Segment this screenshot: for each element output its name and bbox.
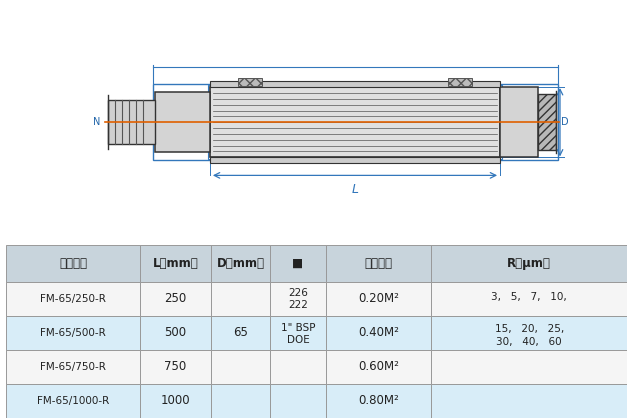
Text: FM-65/250-R: FM-65/250-R <box>40 294 106 304</box>
Text: L（mm）: L（mm） <box>152 257 198 270</box>
Bar <box>6 245 140 282</box>
Text: 规格型号: 规格型号 <box>59 257 87 270</box>
Bar <box>500 87 538 157</box>
Bar <box>211 282 270 316</box>
Bar <box>431 245 627 282</box>
Text: N: N <box>93 117 100 127</box>
Bar <box>538 94 556 150</box>
Text: 222: 222 <box>288 300 308 310</box>
Bar <box>326 282 431 316</box>
Bar <box>270 316 326 350</box>
Bar <box>270 245 326 282</box>
Text: 65: 65 <box>233 326 248 339</box>
Bar <box>431 350 627 384</box>
Text: 750: 750 <box>164 360 187 373</box>
Bar <box>211 384 270 418</box>
Text: 30,   40,   60: 30, 40, 60 <box>497 337 562 347</box>
Text: 15,   20,   25,: 15, 20, 25, <box>495 324 564 334</box>
Bar <box>140 316 211 350</box>
Text: FM-65/1000-R: FM-65/1000-R <box>37 396 109 406</box>
Text: R（μm）: R（μm） <box>507 257 551 270</box>
Bar <box>140 350 211 384</box>
Text: 0.40M²: 0.40M² <box>358 326 399 339</box>
Bar <box>153 84 558 161</box>
Text: 250: 250 <box>164 292 187 305</box>
Bar <box>270 282 326 316</box>
Bar <box>140 245 211 282</box>
Bar <box>431 282 627 316</box>
Bar <box>108 100 155 144</box>
Bar <box>211 316 270 350</box>
Text: 1000: 1000 <box>161 395 190 408</box>
Bar <box>211 350 270 384</box>
Text: 过滤面积: 过滤面积 <box>365 257 393 270</box>
Bar <box>6 384 140 418</box>
Bar <box>326 350 431 384</box>
Text: D: D <box>561 117 569 127</box>
Bar <box>140 384 211 418</box>
Text: 0.80M²: 0.80M² <box>359 395 399 408</box>
Bar <box>155 92 210 152</box>
Text: 0.60M²: 0.60M² <box>358 360 399 373</box>
Bar <box>270 384 326 418</box>
Bar <box>210 87 500 157</box>
Bar <box>208 85 502 159</box>
Bar <box>326 245 431 282</box>
Text: 226: 226 <box>288 288 308 298</box>
Bar <box>6 350 140 384</box>
Bar <box>6 282 140 316</box>
Text: 1" BSP: 1" BSP <box>281 323 315 333</box>
Text: 500: 500 <box>164 326 186 339</box>
Text: D（mm）: D（mm） <box>216 257 265 270</box>
Text: L: L <box>352 184 359 196</box>
Text: DOE: DOE <box>287 335 309 345</box>
Bar <box>6 316 140 350</box>
Text: 3,   5,   7,   10,: 3, 5, 7, 10, <box>492 292 567 302</box>
Text: 0.20M²: 0.20M² <box>358 292 399 305</box>
Text: ■: ■ <box>292 257 303 270</box>
Bar <box>211 245 270 282</box>
Bar <box>431 316 627 350</box>
Bar <box>431 384 627 418</box>
Bar <box>210 81 500 87</box>
Bar <box>238 78 262 86</box>
Bar <box>140 282 211 316</box>
Bar <box>326 384 431 418</box>
Bar <box>270 350 326 384</box>
Text: FM-65/750-R: FM-65/750-R <box>40 362 106 372</box>
Bar <box>210 157 500 163</box>
Bar <box>326 316 431 350</box>
Text: FM-65/500-R: FM-65/500-R <box>40 328 106 338</box>
Bar <box>448 78 472 86</box>
